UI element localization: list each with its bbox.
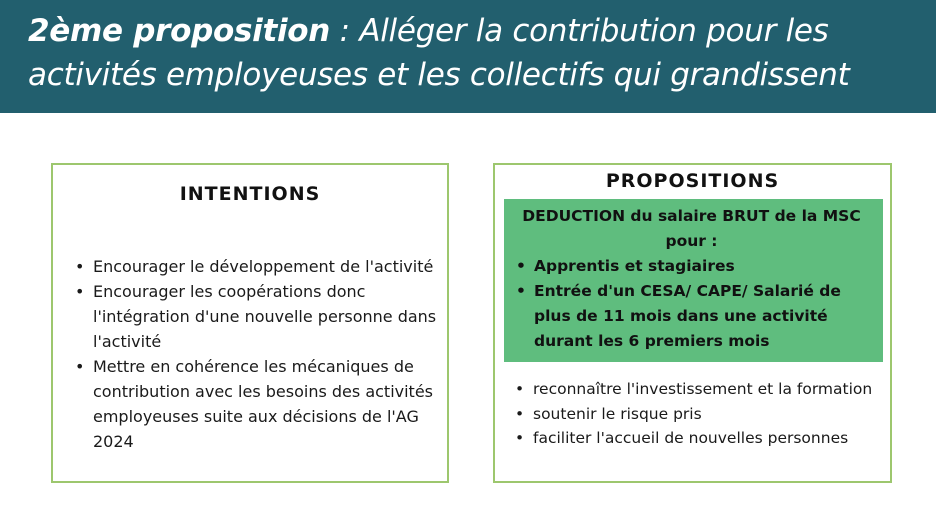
propositions-list: reconnaître l'investissement et la forma… [509,377,879,451]
intentions-list: Encourager le développement de l'activit… [69,254,439,454]
intentions-box: INTENTIONS Encourager le développement d… [51,163,449,483]
list-item: Entrée d'un CESA/ CAPE/ Salarié de plus … [510,279,873,354]
propositions-box: PROPOSITIONS DEDUCTION du salaire BRUT d… [493,163,892,483]
list-item: Encourager le développement de l'activit… [69,254,439,279]
list-item: soutenir le risque pris [509,402,879,427]
intentions-title: INTENTIONS [179,183,321,205]
deduction-heading: DEDUCTION du salaire BRUT de la MSC pour… [522,207,861,250]
list-item: reconnaître l'investissement et la forma… [509,377,879,402]
title-rest: : Alléger la contribution pour les activ… [28,13,850,93]
slide-title: 2ème proposition : Alléger la contributi… [0,0,936,113]
list-item: Apprentis et stagiaires [510,254,873,279]
list-item: Encourager les coopérations donc l'intég… [69,279,439,354]
list-item: faciliter l'accueil de nouvelles personn… [509,426,879,451]
title-bold: 2ème proposition [28,13,331,49]
deduction-list: Apprentis et stagiaires Entrée d'un CESA… [510,254,873,354]
list-item: Mettre en cohérence les mécaniques de co… [69,354,439,454]
propositions-title: PROPOSITIONS [605,170,780,192]
deduction-highlight: DEDUCTION du salaire BRUT de la MSC pour… [504,199,883,362]
